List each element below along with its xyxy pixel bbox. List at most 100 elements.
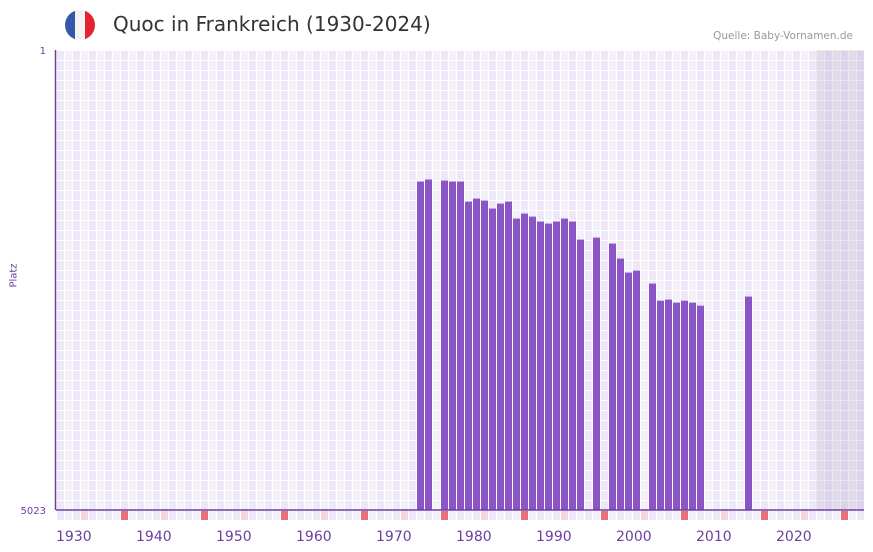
grid-cell (601, 241, 608, 250)
year-marker (409, 511, 416, 520)
grid-cell (633, 231, 640, 240)
grid-cell (777, 161, 784, 170)
grid-cell (785, 171, 792, 180)
grid-cell (617, 51, 624, 60)
grid-cell (753, 381, 760, 390)
grid-cell (793, 441, 800, 450)
grid-cell (817, 111, 824, 120)
grid-cell (57, 81, 64, 90)
grid-cell (721, 311, 728, 320)
grid-cell (761, 371, 768, 380)
grid-cell (297, 501, 304, 510)
grid-cell (409, 141, 416, 150)
grid-cell (713, 221, 720, 230)
grid-cell (81, 501, 88, 510)
grid-cell (209, 331, 216, 340)
grid-cell (233, 181, 240, 190)
grid-cell (601, 321, 608, 330)
grid-cell (121, 191, 128, 200)
grid-cell (233, 361, 240, 370)
grid-cell (329, 261, 336, 270)
grid-cell (841, 291, 848, 300)
grid-cell (265, 241, 272, 250)
grid-cell (825, 491, 832, 500)
grid-cell (209, 261, 216, 270)
grid-cell (617, 161, 624, 170)
grid-cell (625, 91, 632, 100)
grid-cell (377, 151, 384, 160)
grid-cell (641, 371, 648, 380)
year-marker (313, 511, 320, 520)
grid-cell (257, 161, 264, 170)
grid-cell (777, 381, 784, 390)
grid-cell (601, 51, 608, 60)
grid-cell (545, 111, 552, 120)
grid-cell (281, 501, 288, 510)
grid-cell (561, 61, 568, 70)
grid-cell (121, 151, 128, 160)
grid-cell (497, 61, 504, 70)
grid-cell (809, 61, 816, 70)
grid-cell (385, 321, 392, 330)
grid-cell (737, 281, 744, 290)
grid-cell (785, 281, 792, 290)
year-marker (105, 511, 112, 520)
chart-title: Quoc in Frankreich (1930-2024) (113, 12, 431, 36)
grid-cell (113, 81, 120, 90)
grid-cell (785, 431, 792, 440)
grid-cell (105, 71, 112, 80)
grid-cell (801, 51, 808, 60)
grid-cell (345, 91, 352, 100)
grid-cell (569, 191, 576, 200)
grid-cell (177, 281, 184, 290)
year-marker (689, 511, 696, 520)
grid-cell (209, 461, 216, 470)
grid-cell (769, 271, 776, 280)
grid-cell (481, 51, 488, 60)
grid-cell (81, 61, 88, 70)
grid-cell (777, 491, 784, 500)
grid-cell (161, 321, 168, 330)
grid-cell (689, 251, 696, 260)
grid-cell (585, 121, 592, 130)
grid-cell (641, 321, 648, 330)
grid-cell (625, 261, 632, 270)
grid-cell (217, 311, 224, 320)
grid-cell (193, 421, 200, 430)
year-marker (529, 511, 536, 520)
grid-cell (89, 381, 96, 390)
grid-cell (209, 451, 216, 460)
grid-cell (721, 491, 728, 500)
grid-cell (521, 111, 528, 120)
grid-cell (345, 431, 352, 440)
grid-cell (137, 141, 144, 150)
grid-cell (145, 121, 152, 130)
grid-cell (513, 51, 520, 60)
year-marker (713, 511, 720, 520)
grid-cell (513, 211, 520, 220)
grid-cell (753, 51, 760, 60)
grid-cell (369, 151, 376, 160)
grid-cell (225, 201, 232, 210)
grid-cell (481, 81, 488, 90)
grid-cell (505, 51, 512, 60)
grid-cell (65, 491, 72, 500)
grid-cell (433, 141, 440, 150)
grid-cell (377, 411, 384, 420)
grid-cell (241, 141, 248, 150)
grid-cell (689, 91, 696, 100)
grid-cell (337, 441, 344, 450)
grid-cell (729, 121, 736, 130)
grid-cell (121, 181, 128, 190)
grid-cell (737, 411, 744, 420)
grid-cell (81, 311, 88, 320)
grid-cell (337, 251, 344, 260)
grid-cell (625, 141, 632, 150)
grid-cell (449, 141, 456, 150)
grid-cell (737, 291, 744, 300)
grid-cell (793, 271, 800, 280)
grid-cell (769, 461, 776, 470)
grid-cell (121, 491, 128, 500)
grid-cell (113, 481, 120, 490)
grid-cell (401, 71, 408, 80)
